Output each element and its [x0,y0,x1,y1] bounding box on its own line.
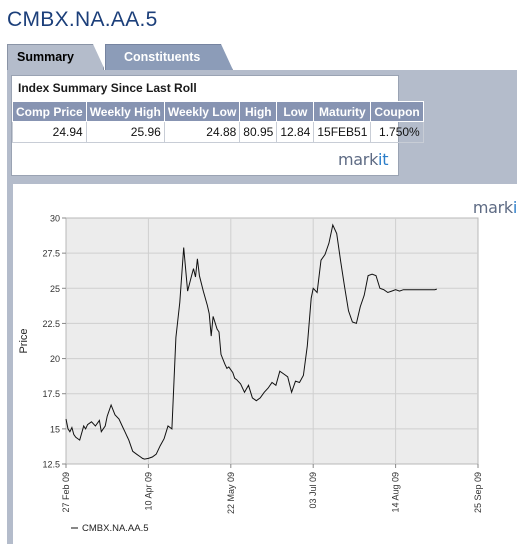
col-low: Low [276,101,315,122]
tab-constituents[interactable]: Constituents [105,44,233,70]
markit-logo: markit [338,150,388,169]
summary-table: Comp Price Weekly High Weekly Low High L… [12,101,424,143]
low-value: 12.84 [276,121,315,143]
maturity-value: 15FEB51 [313,121,372,143]
x-tick-label: 27 Feb 09 [61,472,71,513]
table-row: 24.94 25.96 24.88 80.95 12.84 15FEB51 1.… [12,121,424,143]
col-maturity: Maturity [313,101,372,122]
y-tick-label: 17.5 [42,389,60,399]
col-coupon: Coupon [370,101,424,122]
series-line [65,223,437,460]
x-tick-label: 03 Jul 09 [308,472,318,509]
tab-summary[interactable]: Summary [7,44,104,70]
page-title: CMBX.NA.AA.5 [7,8,158,31]
high-value: 80.95 [239,121,278,143]
index-summary-panel: Index Summary Since Last Roll Comp Price… [11,75,424,176]
tab-constituents-corner [221,44,233,70]
tab-strip: Summary Constituents [7,44,237,70]
x-tick-label: 10 Apr 09 [143,472,153,511]
y-tick-label: 20 [50,354,60,364]
markit-logo-accent: it [378,150,389,169]
comp-price-value: 24.94 [12,121,87,143]
col-high: High [239,101,278,122]
markit-chart-logo-accent: it [512,198,517,217]
coupon-value: 1.750% [370,121,424,143]
markit-logo-main: mark [338,150,379,169]
price-chart-panel: markit 12.5 15 17.5 20 22.5 25 27.5 30 27 Feb 09… [13,184,517,544]
markit-chart-logo: markit [473,198,517,217]
col-weekly-high: Weekly High [85,101,165,122]
y-tick-label: 30 [50,214,60,224]
col-comp-price: Comp Price [12,101,87,122]
y-axis-label: Price [18,328,30,353]
plot-area [65,217,479,465]
y-tick-label: 27.5 [42,249,60,259]
weekly-low-value: 24.88 [163,121,241,143]
col-weekly-low: Weekly Low [163,101,241,122]
y-tick-label: 15 [50,424,60,434]
y-tick-label: 12.5 [42,460,60,470]
x-tick-label: 22 May 09 [226,472,236,514]
weekly-high-value: 25.96 [85,121,165,143]
y-tick-label: 25 [50,284,60,294]
legend-label: CMBX.NA.AA.5 [82,523,149,534]
x-tick-label: 14 Aug 09 [391,472,401,513]
x-tick-label: 25 Sep 09 [473,472,483,513]
y-tick-label: 22.5 [42,319,60,329]
tab-summary-corner [93,44,105,70]
markit-chart-logo-main: mark [472,198,513,217]
summary-heading: Index Summary Since Last Roll [18,81,197,95]
price-chart: 12.5 15 17.5 20 22.5 25 27.5 30 27 Feb 09 10 Apr … [18,214,483,535]
